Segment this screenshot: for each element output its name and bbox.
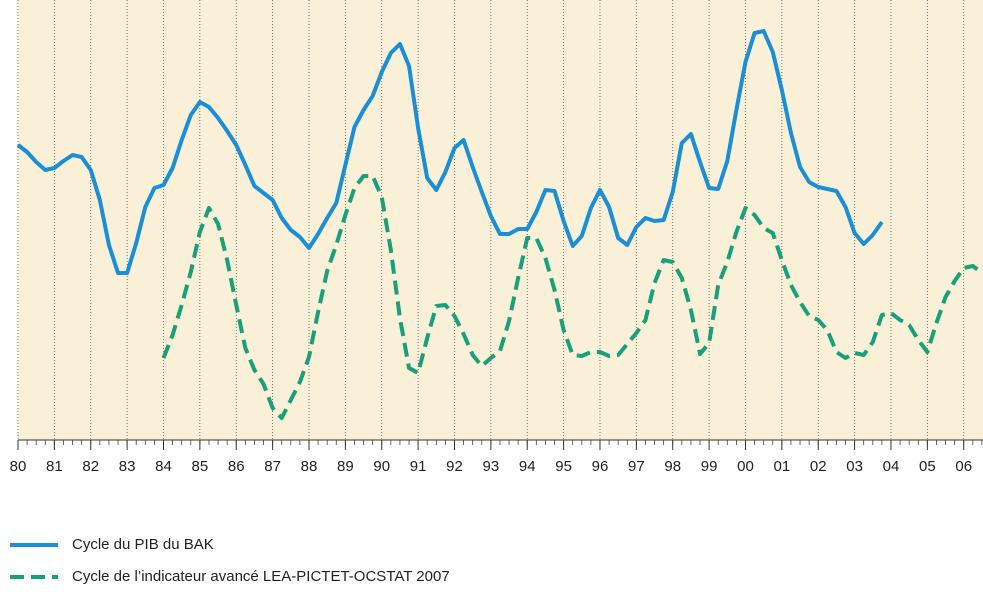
x-tick-label: 82 xyxy=(82,458,99,475)
x-tick-label: 92 xyxy=(446,458,463,475)
x-tick-label: 90 xyxy=(373,458,390,475)
x-tick-label: 83 xyxy=(119,458,136,475)
x-tick-label: 86 xyxy=(228,458,245,475)
x-tick-label: 88 xyxy=(301,458,318,475)
x-tick-label: 98 xyxy=(664,458,681,475)
x-tick-label: 85 xyxy=(192,458,209,475)
x-tick-label: 04 xyxy=(883,458,900,475)
x-tick-label: 01 xyxy=(774,458,791,475)
x-tick-label: 91 xyxy=(410,458,427,475)
x-tick-label: 80 xyxy=(10,458,27,475)
legend-label: Cycle du PIB du BAK xyxy=(72,536,214,553)
x-tick-label: 84 xyxy=(155,458,172,475)
x-tick-label: 81 xyxy=(46,458,63,475)
plot-background xyxy=(18,0,983,440)
x-tick-label: 93 xyxy=(483,458,500,475)
x-tick-label: 97 xyxy=(628,458,645,475)
series-line xyxy=(161,174,983,420)
x-tick-label: 02 xyxy=(810,458,827,475)
x-tick-label: 95 xyxy=(555,458,572,475)
x-tick-label: 94 xyxy=(519,458,536,475)
legend-label: Cycle de l’indicateur avancé LEA-PICTET-… xyxy=(72,568,450,585)
series-line xyxy=(16,29,884,275)
x-tick-label: 00 xyxy=(737,458,754,475)
x-tick-label: 89 xyxy=(337,458,354,475)
x-tick-label: 06 xyxy=(955,458,972,475)
x-tick-label: 87 xyxy=(264,458,281,475)
x-tick-label: 05 xyxy=(919,458,936,475)
x-tick-label: 96 xyxy=(592,458,609,475)
x-tick-label: 99 xyxy=(701,458,718,475)
x-tick-label: 03 xyxy=(846,458,863,475)
